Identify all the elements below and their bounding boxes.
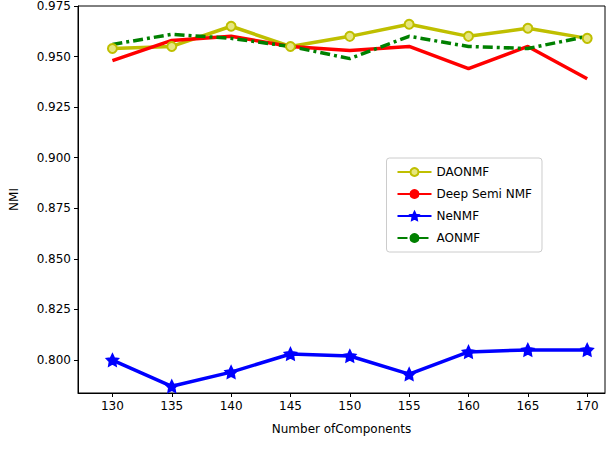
svg-text:160: 160 (457, 399, 480, 413)
svg-text:0.975: 0.975 (37, 0, 71, 13)
svg-text:130: 130 (101, 399, 124, 413)
svg-text:0.925: 0.925 (37, 100, 71, 114)
svg-text:0.950: 0.950 (37, 50, 71, 64)
svg-text:DAONMF: DAONMF (436, 165, 489, 179)
svg-text:Deep Semi NMF: Deep Semi NMF (436, 187, 532, 201)
svg-text:155: 155 (398, 399, 421, 413)
svg-text:165: 165 (516, 399, 539, 413)
svg-text:0.900: 0.900 (37, 151, 71, 165)
svg-text:170: 170 (576, 399, 599, 413)
svg-text:0.875: 0.875 (37, 201, 71, 215)
svg-text:0.800: 0.800 (37, 353, 71, 367)
svg-text:140: 140 (220, 399, 243, 413)
svg-text:0.825: 0.825 (37, 302, 71, 316)
svg-text:NeNMF: NeNMF (436, 209, 479, 223)
svg-text:0.850: 0.850 (37, 252, 71, 266)
svg-text:135: 135 (160, 399, 183, 413)
svg-text:145: 145 (279, 399, 302, 413)
svg-text:Number ofComponents: Number ofComponents (272, 422, 412, 436)
svg-text:NMI: NMI (7, 188, 21, 211)
svg-text:AONMF: AONMF (436, 231, 480, 245)
svg-text:150: 150 (338, 399, 361, 413)
